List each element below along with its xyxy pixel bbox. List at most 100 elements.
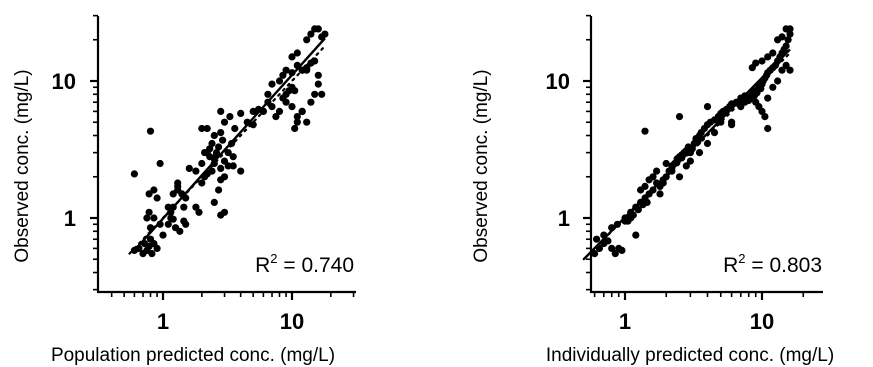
right-x-tick-label-1: 1: [619, 309, 631, 334]
right-data-point: [611, 250, 619, 258]
left-data-point: [226, 113, 234, 121]
left-data-point: [217, 164, 225, 172]
left-data-point: [174, 182, 182, 190]
left-data-point: [192, 167, 200, 175]
left-data-point: [130, 170, 138, 178]
left-y-tick-label-1: 1: [64, 206, 76, 231]
left-data-point: [220, 118, 229, 126]
left-data-point: [176, 227, 184, 235]
right-data-point: [758, 57, 766, 65]
left-data-point: [208, 139, 216, 148]
left-data-point: [268, 80, 276, 88]
right-data-point: [761, 113, 769, 121]
left-data-point: [314, 80, 322, 88]
left-data-point: [219, 136, 227, 144]
left-data-point: [203, 124, 211, 133]
left-data-point: [282, 66, 290, 74]
right-data-point: [643, 198, 651, 206]
left-data-point: [288, 103, 296, 111]
left-data-point: [208, 167, 216, 175]
left-data-point: [272, 113, 280, 121]
right-data-point: [675, 113, 684, 121]
left-regression-line: [133, 37, 326, 252]
left-data-point: [291, 87, 299, 95]
right-data-point: [782, 61, 790, 69]
left-data-point: [182, 220, 190, 228]
left-data-point: [153, 244, 161, 252]
left-data-point: [303, 36, 311, 44]
right-data-point: [632, 231, 640, 239]
right-data-point: [774, 77, 782, 85]
left-data-point: [169, 190, 177, 198]
right-data-point: [769, 83, 777, 91]
left-data-point: [150, 214, 158, 222]
left-data-point: [148, 250, 156, 258]
left-data-point: [150, 186, 158, 194]
right-axes: [583, 14, 823, 300]
left-data-point: [217, 107, 225, 115]
left-data-point: [145, 208, 153, 216]
left-data-point: [145, 190, 153, 198]
right-data-point: [641, 182, 649, 190]
left-axes: [90, 14, 356, 300]
left-data-point: [198, 124, 206, 133]
left-data-point: [229, 162, 237, 170]
left-data-point: [303, 118, 311, 126]
left-data-point: [231, 124, 239, 133]
right-data-point: [786, 66, 794, 74]
left-data-point: [212, 149, 221, 157]
right-data-point: [627, 214, 635, 222]
left-data-point: [264, 90, 272, 98]
left-data-point: [282, 98, 290, 106]
left-data-point: [314, 71, 322, 79]
right-r2-annotation: R2 = 0.803: [723, 251, 822, 277]
left-data-point: [237, 167, 245, 175]
left-x-tick-label-1: 1: [157, 309, 169, 334]
right-data-point: [784, 36, 792, 44]
right-x-tick-label-10: 10: [750, 309, 774, 334]
left-data-point: [180, 203, 188, 211]
left-x-axis-title: Population predicted conc. (mg/L): [51, 345, 335, 366]
left-data-point: [146, 127, 155, 135]
left-data-point: [298, 107, 306, 115]
right-data-point: [649, 173, 657, 181]
left-data-point: [275, 107, 284, 115]
left-data-point: [249, 121, 257, 129]
right-x-axis-title: Individually predicted conc. (mg/L): [546, 345, 834, 366]
left-data-point: [237, 109, 245, 117]
left-data-point: [307, 98, 315, 106]
right-data-point: [604, 237, 612, 245]
right-data-point: [778, 33, 786, 41]
right-data-point: [769, 49, 777, 57]
left-data-point: [303, 66, 311, 74]
left-data-point: [169, 215, 177, 223]
left-data-point: [210, 131, 218, 140]
left-identity-line: [128, 44, 327, 255]
left-data-point: [307, 30, 315, 38]
right-data-point: [618, 246, 626, 254]
left-data-point: [159, 231, 167, 239]
left-data-point: [288, 53, 296, 61]
left-data-point: [293, 118, 301, 126]
right-data-point: [653, 167, 661, 175]
left-scatter-panel: 1 10 1 10 Population predicted conc. (mg…: [12, 14, 356, 366]
left-data-point: [215, 186, 223, 194]
right-data-point: [782, 42, 790, 50]
left-data-point: [153, 194, 161, 202]
right-data-point: [728, 118, 736, 126]
left-data-point: [314, 25, 322, 33]
right-data-point: [764, 53, 772, 61]
right-data-point: [786, 25, 794, 33]
left-r2-annotation: R2 = 0.740: [255, 251, 354, 277]
right-data-point: [608, 244, 616, 252]
left-data-point: [229, 153, 237, 161]
left-data-point: [164, 220, 172, 228]
left-data-point: [143, 214, 151, 222]
left-data-point: [156, 159, 164, 168]
right-data-point: [778, 66, 786, 74]
left-data-point: [293, 49, 301, 57]
right-data-point: [703, 139, 712, 148]
left-data-point: [210, 198, 218, 206]
right-data-point: [634, 206, 642, 214]
left-data-point: [220, 208, 229, 216]
